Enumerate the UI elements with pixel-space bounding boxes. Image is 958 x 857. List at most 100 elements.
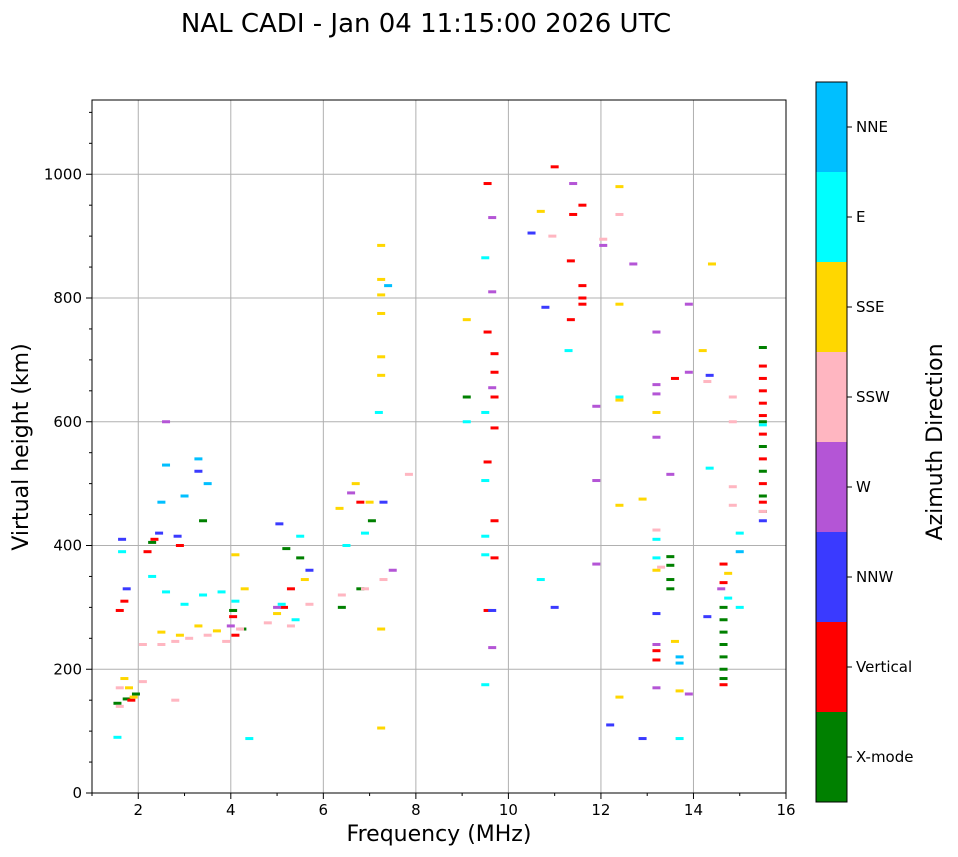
echo-mark-sse (377, 311, 386, 315)
echo-mark-ssw (138, 680, 147, 684)
echo-mark-sse (351, 482, 360, 486)
echo-mark-w (488, 216, 497, 220)
echo-mark-w (388, 568, 397, 572)
echo-mark-w (488, 646, 497, 650)
echo-mark-ssw (379, 578, 388, 582)
echo-mark-nnw (527, 231, 536, 235)
echo-mark-w (592, 404, 601, 408)
echo-mark-vertical (490, 426, 499, 430)
echo-mark-nnw (122, 587, 131, 591)
echo-mark-nnw (541, 305, 550, 309)
echo-mark-vertical (490, 519, 499, 523)
echo-mark-sse (273, 612, 282, 616)
echo-mark-sse (125, 686, 134, 690)
colorbar-segment (816, 622, 847, 712)
x-tick-label: 6 (319, 801, 329, 819)
echo-mark-ssw (360, 587, 369, 591)
echo-mark-vertical (758, 414, 767, 418)
echo-mark-e (481, 479, 490, 483)
echo-mark-ssw (115, 686, 124, 690)
echo-mark-w (629, 262, 638, 266)
echo-mark-e (481, 410, 490, 414)
echo-mark-vertical (127, 698, 136, 702)
echo-mark-sse (365, 500, 374, 504)
echo-mark-ssw (157, 643, 166, 646)
echo-mark-e (735, 531, 744, 535)
echo-mark-e (148, 574, 157, 578)
echo-mark-nnw (652, 612, 661, 616)
echo-mark-vertical (175, 544, 184, 547)
colorbar-label: W (856, 478, 871, 496)
y-tick-label: 600 (53, 413, 82, 431)
echo-mark-w (488, 290, 497, 294)
echo-mark-x-mode (666, 563, 675, 567)
echo-mark-nnw (275, 522, 284, 526)
echo-mark-w (652, 383, 661, 387)
echo-mark-w (599, 243, 608, 247)
echo-mark-x-mode (296, 556, 305, 560)
echo-mark-nnw (703, 615, 712, 619)
echo-mark-vertical (578, 284, 587, 288)
echo-mark-ssw (657, 565, 666, 569)
colorbar-segment (816, 352, 847, 442)
echo-mark-vertical (120, 599, 129, 603)
echo-mark-ssw (728, 395, 737, 399)
y-axis-label: Virtual height (km) (9, 343, 34, 550)
y-tick-label: 800 (53, 289, 82, 307)
echo-mark-nnw (194, 469, 203, 473)
echo-mark-ssw (728, 503, 737, 507)
echo-mark-nnw (606, 723, 615, 727)
echo-mark-nne (180, 494, 189, 498)
echo-mark-e (481, 683, 490, 687)
colorbar-segment (816, 532, 847, 622)
echo-mark-vertical (231, 633, 240, 637)
colorbar-label: X-mode (856, 748, 913, 766)
echo-mark-w (652, 330, 661, 334)
echo-mark-w (569, 182, 578, 186)
echo-mark-vertical (758, 432, 767, 436)
echo-mark-sse (698, 349, 707, 353)
echo-mark-vertical (758, 457, 767, 461)
echo-mark-ssw (305, 602, 314, 606)
colorbar-title: Azimuth Direction (923, 343, 948, 540)
echo-mark-ssw (703, 380, 712, 384)
colorbar-label: NNE (856, 118, 888, 136)
echo-mark-e (675, 737, 684, 741)
echo-mark-vertical (566, 259, 575, 263)
echo-mark-vertical (578, 302, 587, 306)
y-tick-label: 400 (53, 537, 82, 555)
echo-mark-nnw (638, 737, 647, 741)
echo-mark-nne (735, 550, 744, 554)
echo-mark-sse (670, 639, 679, 643)
echo-mark-ssw (236, 627, 245, 631)
echo-mark-ssw (404, 472, 413, 476)
echo-mark-e (615, 395, 624, 399)
echo-mark-ssw (263, 621, 272, 625)
echo-mark-vertical (758, 389, 767, 393)
echo-mark-sse (231, 553, 240, 557)
echo-mark-sse (377, 627, 386, 631)
echo-mark-ssw (337, 593, 346, 597)
echo-mark-e (481, 256, 490, 260)
echo-mark-e (724, 596, 733, 600)
echo-mark-vertical (758, 500, 767, 504)
chart-title: NAL CADI - Jan 04 11:15:00 2026 UTC (181, 9, 671, 39)
echo-mark-w (684, 370, 693, 374)
echo-mark-ssw (758, 509, 767, 513)
echo-mark-sse (194, 624, 203, 628)
echo-mark-nnw (550, 605, 559, 609)
echo-mark-x-mode (719, 643, 728, 646)
echo-mark-e (758, 423, 767, 427)
echo-mark-w (488, 386, 497, 390)
echo-mark-ssw (286, 624, 295, 628)
echo-mark-x-mode (758, 420, 767, 424)
echo-mark-sse (212, 629, 221, 633)
echo-mark-nne (384, 284, 393, 288)
echo-mark-w (652, 643, 661, 646)
echo-mark-sse (377, 243, 386, 247)
echo-mark-x-mode (758, 469, 767, 473)
echo-mark-vertical (569, 212, 578, 216)
colorbar-label: Vertical (856, 658, 912, 676)
echo-mark-vertical (652, 649, 661, 653)
